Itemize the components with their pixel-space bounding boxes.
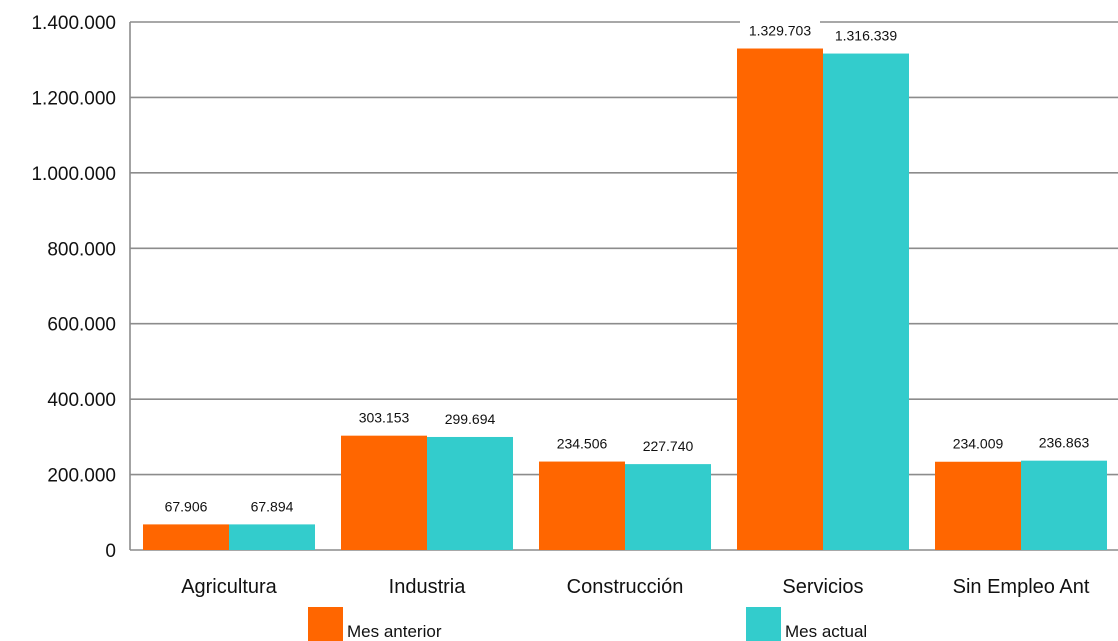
bar <box>823 53 909 550</box>
category-label: Servicios <box>782 576 863 598</box>
y-tick-label: 800.000 <box>47 239 116 260</box>
data-label: 299.694 <box>445 411 496 427</box>
bar <box>427 436 513 550</box>
category-label: Construcción <box>567 576 684 598</box>
y-tick-label: 1.200.000 <box>31 88 116 109</box>
y-tick-label: 600.000 <box>47 315 116 336</box>
legend-swatch <box>746 607 781 641</box>
data-label-bg <box>938 431 1018 454</box>
data-label-bg <box>1024 430 1104 453</box>
x-axis-categories: Agricultura Industria Construcción Servicio… <box>181 576 1090 598</box>
bar <box>341 435 427 550</box>
legend-swatch <box>308 607 343 641</box>
y-tick-label: 400.000 <box>47 390 116 411</box>
data-label: 236.863 <box>1039 435 1090 451</box>
data-label-bg <box>344 405 424 428</box>
legend-label: Mes anterior <box>347 622 442 641</box>
data-label-bg <box>542 431 622 454</box>
data-label: 1.316.339 <box>835 28 897 44</box>
data-label: 227.740 <box>643 438 694 454</box>
y-tick-label: 200.000 <box>47 466 116 487</box>
category-label: Industria <box>389 576 467 598</box>
data-label-bg <box>146 494 226 517</box>
y-tick-label: 1.400.000 <box>31 13 116 34</box>
bars <box>143 48 1107 550</box>
data-label: 303.153 <box>359 410 410 426</box>
data-label-bg <box>628 434 708 457</box>
data-label: 234.009 <box>953 436 1004 452</box>
y-axis-ticks: 0 200.000 400.000 600.000 800.000 1.000.000 1.… <box>31 13 116 562</box>
data-label-bg <box>740 18 820 41</box>
legend-label: Mes actual <box>785 622 867 641</box>
bar <box>1021 460 1107 550</box>
data-label-bg <box>826 23 906 46</box>
bar <box>935 461 1021 550</box>
category-label: Sin Empleo Ant <box>953 576 1090 598</box>
category-label: Agricultura <box>181 576 277 598</box>
data-labels: 67.906 67.894 303.153 299.694 234.506 227.740… <box>146 18 1104 517</box>
y-tick-label: 1.000.000 <box>31 164 116 185</box>
data-label: 67.894 <box>251 498 294 514</box>
data-label-bg <box>232 494 312 517</box>
bar <box>539 461 625 550</box>
y-tick-label: 0 <box>105 541 116 562</box>
bar <box>737 48 823 550</box>
grid-lines <box>130 21 1118 476</box>
data-label: 234.506 <box>557 436 608 452</box>
legend: Mes anterior Mes actual <box>308 607 867 641</box>
bar <box>143 524 229 550</box>
data-label: 67.906 <box>165 498 208 514</box>
bar <box>625 464 711 550</box>
bar <box>229 524 315 550</box>
data-label: 1.329.703 <box>749 23 811 39</box>
data-label-bg <box>430 406 510 429</box>
